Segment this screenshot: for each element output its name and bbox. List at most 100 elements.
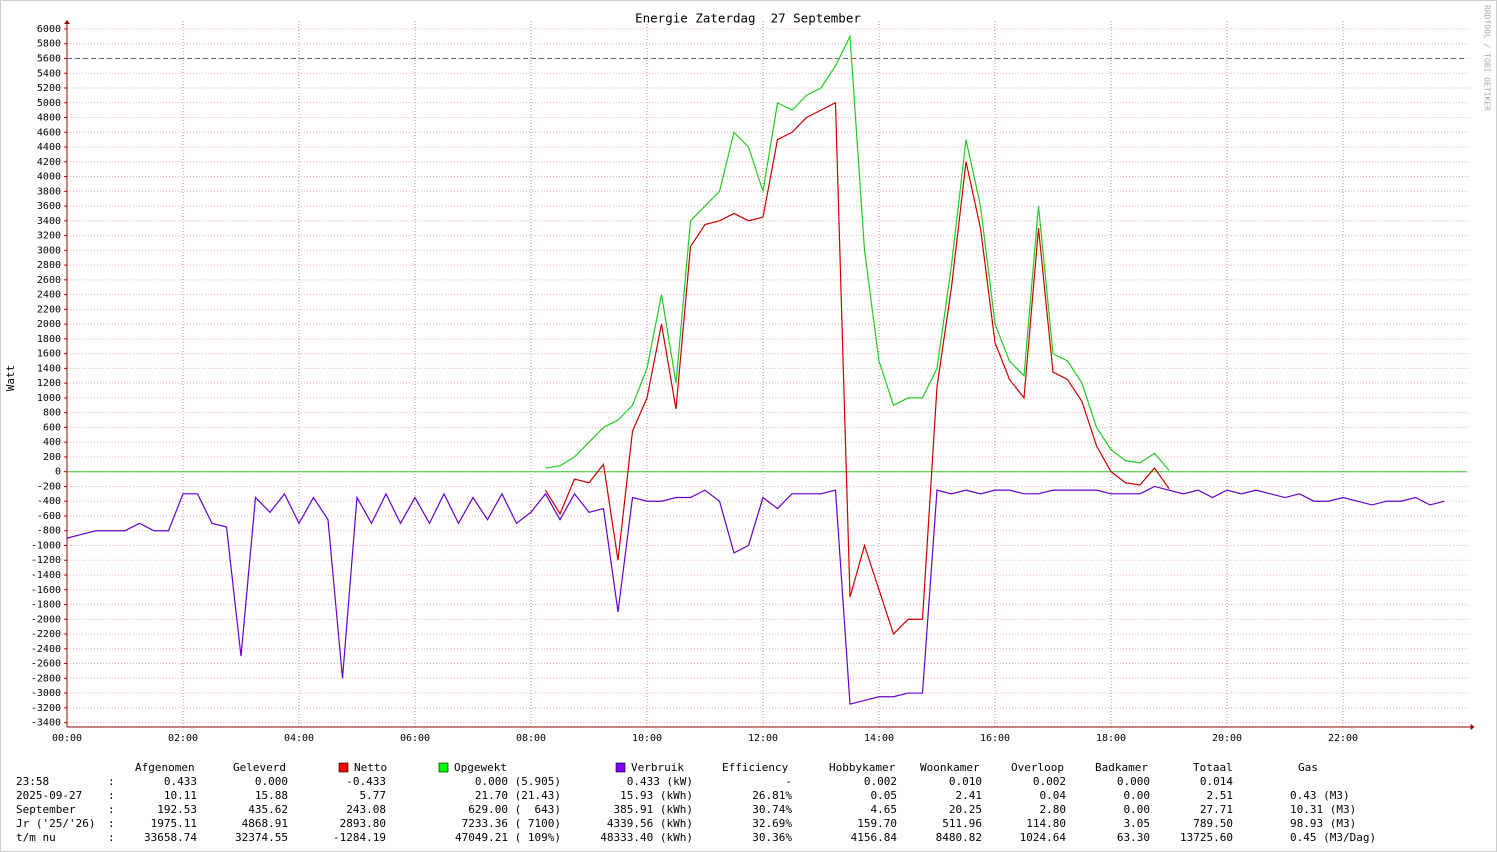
table-cell: 10.31 (M3) <box>1290 803 1356 816</box>
y-tick-label: -1800 <box>31 600 61 611</box>
y-tick-label: -1000 <box>31 540 61 551</box>
row-separator: : <box>108 817 115 830</box>
y-tick-label: -2800 <box>31 673 61 684</box>
x-tick-label: 00:00 <box>52 733 82 744</box>
x-tick-label: 20:00 <box>1212 733 1242 744</box>
x-tick-label: 04:00 <box>284 733 314 744</box>
y-tick-label: -1400 <box>31 570 61 581</box>
table-cell: 3.05 <box>1124 817 1151 830</box>
y-tick-label: 3800 <box>37 186 61 197</box>
table-cell: 1024.64 <box>1020 831 1067 844</box>
side-text: RRDTOOL / TOBI OETIKER <box>1483 5 1492 111</box>
x-tick-label: 12:00 <box>748 733 778 744</box>
table-cell: 20.25 <box>949 803 982 816</box>
table-cell: 4339.56 (kWh) <box>607 817 693 830</box>
y-tick-label: 2400 <box>37 290 61 301</box>
table-header: Totaal <box>1193 761 1233 774</box>
table-cell: 47049.21 ( 109%) <box>455 831 561 844</box>
row-label: 23:58 <box>16 775 49 788</box>
table-header: Afgenomen <box>135 761 195 774</box>
y-tick-label: -600 <box>37 511 61 522</box>
chart-title: Energie Zaterdag 27 September <box>635 11 861 26</box>
y-tick-label: 3200 <box>37 231 61 242</box>
y-tick-label: 3000 <box>37 245 61 256</box>
table-cell: 0.00 <box>1124 803 1151 816</box>
table-cell: 27.71 <box>1200 803 1233 816</box>
row-separator: : <box>108 789 115 802</box>
legend-label: Verbruik <box>631 761 684 774</box>
y-tick-label: -200 <box>37 481 61 492</box>
table-cell: 0.014 <box>1200 775 1233 788</box>
x-tick-label: 08:00 <box>516 733 546 744</box>
row-label: t/m nu <box>16 831 56 844</box>
y-tick-label: 2200 <box>37 304 61 315</box>
y-tick-label: -2600 <box>31 659 61 670</box>
table-cell: 21.70 (21.43) <box>475 789 561 802</box>
table-cell: 2.80 <box>1040 803 1067 816</box>
legend-swatch <box>338 762 349 773</box>
x-tick-label: 18:00 <box>1096 733 1126 744</box>
y-tick-label: 2000 <box>37 319 61 330</box>
y-tick-label: 4800 <box>37 113 61 124</box>
y-tick-label: 4200 <box>37 157 61 168</box>
table-cell: 159.70 <box>857 817 897 830</box>
series-line <box>66 485 1445 705</box>
table-cell: 1975.11 <box>151 817 197 830</box>
table-cell: 114.80 <box>1026 817 1066 830</box>
table-cell: 33658.74 <box>144 831 197 844</box>
y-tick-label: -3200 <box>31 703 61 714</box>
table-cell: 629.00 ( 643) <box>468 803 561 816</box>
x-tick-label: 06:00 <box>400 733 430 744</box>
y-tick-label: -3000 <box>31 688 61 699</box>
y-tick-label: 0 <box>55 467 61 478</box>
table-cell: 32374.55 <box>235 831 288 844</box>
legend-swatch <box>615 762 626 773</box>
y-tick-label: -2200 <box>31 629 61 640</box>
y-tick-label: 200 <box>43 452 61 463</box>
table-cell: 511.96 <box>942 817 982 830</box>
series-line <box>545 34 1170 471</box>
table-cell: 435.62 <box>248 803 288 816</box>
y-tick-label: 400 <box>43 437 61 448</box>
y-tick-label: 2800 <box>37 260 61 271</box>
table-cell: 5.77 <box>360 789 387 802</box>
table-header: Woonkamer <box>920 761 980 774</box>
table-header: Badkamer <box>1095 761 1148 774</box>
table-cell: 4868.91 <box>242 817 288 830</box>
y-tick-label: -1200 <box>31 555 61 566</box>
x-axis-arrow <box>1470 724 1475 730</box>
row-label: September <box>16 803 76 816</box>
y-tick-label: -400 <box>37 496 61 507</box>
table-cell: 0.002 <box>1033 775 1066 788</box>
table-cell: 0.433 <box>164 775 197 788</box>
table-cell: 4.65 <box>871 803 898 816</box>
y-tick-label: 4400 <box>37 142 61 153</box>
table-header: Hobbykamer <box>829 761 896 774</box>
x-tick-label: 14:00 <box>864 733 894 744</box>
y-tick-label: 1800 <box>37 334 61 345</box>
table-cell: 32.69% <box>752 817 792 830</box>
y-axis-label: Watt <box>4 365 17 392</box>
legend-label: Opgewekt <box>454 761 507 774</box>
y-tick-label: -800 <box>37 526 61 537</box>
y-tick-label: 5200 <box>37 83 61 94</box>
y-tick-label: 1000 <box>37 393 61 404</box>
table-cell: 0.010 <box>949 775 982 788</box>
x-tick-label: 02:00 <box>168 733 198 744</box>
row-label: Jr ('25/'26) <box>16 817 95 830</box>
y-tick-label: 5000 <box>37 98 61 109</box>
series-line <box>544 101 1170 636</box>
x-tick-label: 22:00 <box>1328 733 1358 744</box>
table-cell: 0.000 <box>255 775 288 788</box>
y-tick-label: 4600 <box>37 127 61 138</box>
y-tick-label: 1600 <box>37 349 61 360</box>
y-tick-label: 800 <box>43 408 61 419</box>
table-cell: 98.93 (M3) <box>1290 817 1356 830</box>
table-cell: 243.08 <box>346 803 386 816</box>
y-tick-label: 600 <box>43 422 61 433</box>
y-tick-label: 6000 <box>37 24 61 35</box>
table-cell: 2.41 <box>956 789 983 802</box>
table-header: Efficiency <box>722 761 789 774</box>
table-cell: 8480.82 <box>936 831 982 844</box>
